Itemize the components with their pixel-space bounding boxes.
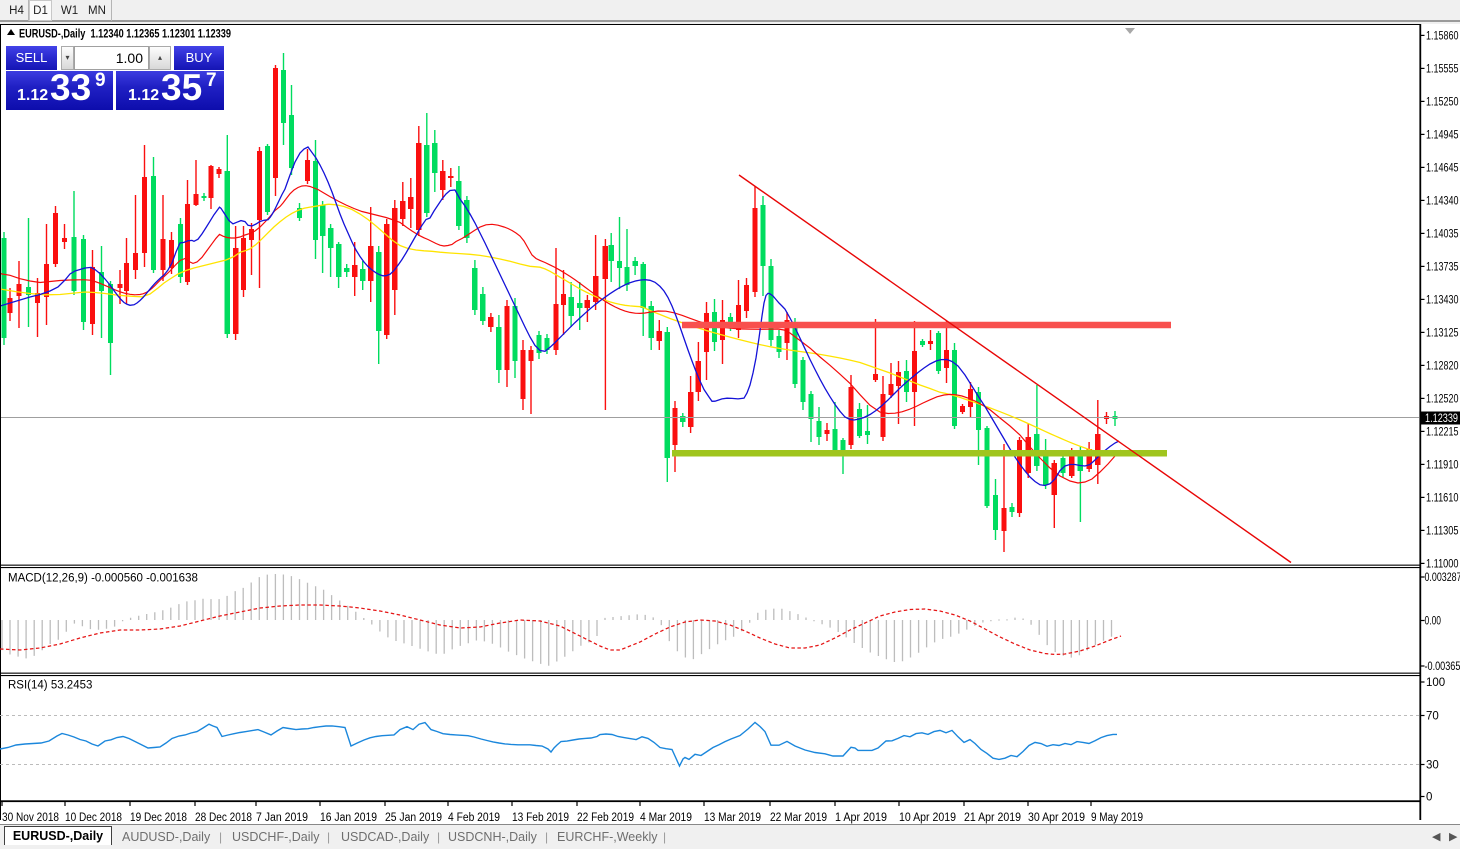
- svg-text:22 Mar 2019: 22 Mar 2019: [770, 812, 827, 824]
- svg-text:16 Jan 2019: 16 Jan 2019: [320, 812, 377, 824]
- svg-text:1.13735: 1.13735: [1426, 261, 1459, 273]
- svg-text:0.00: 0.00: [1425, 616, 1442, 628]
- svg-text:1.14945: 1.14945: [1426, 129, 1459, 141]
- svg-text:1.15555: 1.15555: [1426, 63, 1459, 75]
- svg-text:1.12339: 1.12339: [1425, 413, 1458, 425]
- svg-text:25 Jan 2019: 25 Jan 2019: [385, 812, 442, 824]
- svg-text:19 Dec 2018: 19 Dec 2018: [130, 812, 187, 824]
- svg-text:10 Apr 2019: 10 Apr 2019: [899, 812, 956, 824]
- svg-text:21 Apr 2019: 21 Apr 2019: [964, 812, 1021, 824]
- svg-text:0.003287: 0.003287: [1425, 572, 1460, 584]
- svg-text:1.12215: 1.12215: [1426, 426, 1459, 438]
- svg-text:13 Mar 2019: 13 Mar 2019: [704, 812, 761, 824]
- svg-text:22 Feb 2019: 22 Feb 2019: [577, 812, 634, 824]
- svg-text:1 Apr 2019: 1 Apr 2019: [835, 812, 887, 824]
- svg-text:10 Dec 2018: 10 Dec 2018: [65, 812, 122, 824]
- svg-text:28 Dec 2018: 28 Dec 2018: [195, 812, 252, 824]
- svg-text:1.15860: 1.15860: [1426, 30, 1459, 42]
- svg-text:1.13430: 1.13430: [1426, 294, 1459, 306]
- svg-text:1.14035: 1.14035: [1426, 228, 1459, 240]
- svg-text:-0.003659: -0.003659: [1425, 661, 1460, 673]
- svg-text:30 Nov 2018: 30 Nov 2018: [2, 812, 59, 824]
- svg-text:1.14340: 1.14340: [1426, 195, 1459, 207]
- svg-text:13 Feb 2019: 13 Feb 2019: [512, 812, 569, 824]
- svg-text:70: 70: [1426, 711, 1439, 723]
- svg-text:RSI(14) 53.2453: RSI(14) 53.2453: [8, 680, 92, 692]
- svg-text:0: 0: [1426, 792, 1432, 804]
- svg-text:1.11910: 1.11910: [1426, 459, 1459, 471]
- svg-text:1.15250: 1.15250: [1426, 96, 1459, 108]
- svg-text:1.11000: 1.11000: [1426, 558, 1459, 570]
- svg-text:1.11305: 1.11305: [1426, 525, 1459, 537]
- svg-text:MACD(12,26,9) -0.000560 -0.001: MACD(12,26,9) -0.000560 -0.001638: [8, 573, 198, 585]
- svg-text:4 Feb 2019: 4 Feb 2019: [448, 812, 500, 824]
- svg-text:1.11610: 1.11610: [1426, 492, 1459, 504]
- svg-text:30: 30: [1426, 760, 1439, 772]
- svg-text:EURUSD-,Daily 1.12340 1.12365: EURUSD-,Daily 1.12340 1.12365 1.12301 1.…: [19, 27, 231, 41]
- svg-text:1.12520: 1.12520: [1426, 393, 1459, 405]
- svg-text:9 May 2019: 9 May 2019: [1091, 812, 1143, 824]
- svg-text:7 Jan 2019: 7 Jan 2019: [256, 812, 308, 824]
- svg-text:1.14645: 1.14645: [1426, 162, 1459, 174]
- svg-text:100: 100: [1426, 677, 1445, 689]
- svg-text:1.12820: 1.12820: [1426, 360, 1459, 372]
- svg-text:30 Apr 2019: 30 Apr 2019: [1028, 812, 1085, 824]
- svg-text:4 Mar 2019: 4 Mar 2019: [640, 812, 692, 824]
- svg-text:1.13125: 1.13125: [1426, 327, 1459, 339]
